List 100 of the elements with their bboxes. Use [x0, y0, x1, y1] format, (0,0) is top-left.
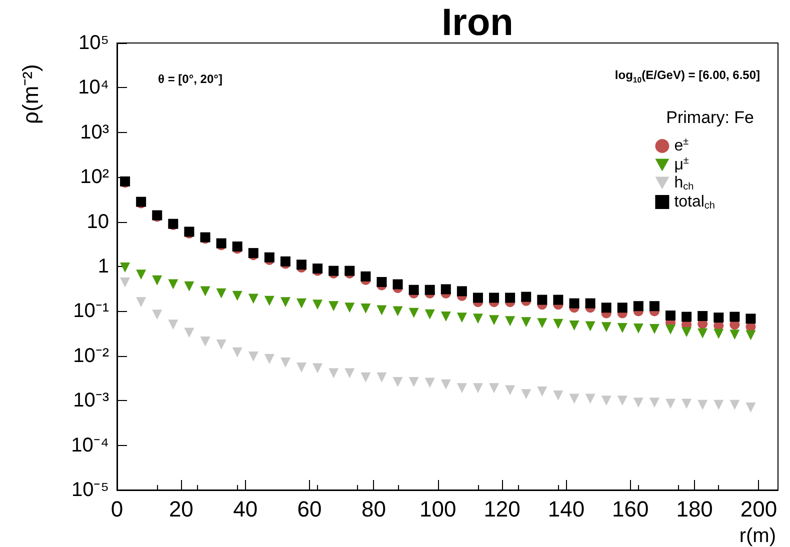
point [440, 284, 451, 294]
point [633, 324, 644, 334]
point [168, 320, 178, 330]
x-tick-label: 160 [612, 496, 649, 522]
point [569, 298, 580, 308]
point [585, 321, 596, 332]
point [489, 292, 500, 303]
point [649, 301, 660, 312]
point [312, 300, 323, 310]
point [682, 312, 692, 322]
point [280, 256, 290, 266]
point [376, 305, 387, 316]
point [521, 317, 532, 328]
point [521, 389, 532, 400]
point [601, 396, 612, 406]
point [601, 322, 612, 332]
point [200, 336, 210, 346]
point [649, 398, 660, 408]
point [472, 314, 483, 324]
point [682, 398, 692, 409]
y-tick-label: 1 [98, 256, 109, 278]
point [698, 400, 708, 410]
point [714, 328, 724, 339]
point [264, 252, 274, 262]
point [136, 270, 146, 280]
point [424, 309, 435, 320]
point [553, 318, 564, 329]
point [617, 302, 628, 313]
point [424, 378, 435, 388]
legend-label: e± [674, 136, 690, 154]
point [456, 286, 467, 296]
y-tick-label: 10 [86, 210, 109, 233]
y-tick-label: 10³ [80, 121, 110, 144]
point [264, 354, 274, 364]
x-axis-title: r(m) [739, 525, 776, 547]
x-tick-label: 40 [233, 496, 258, 522]
x-tick-label: 180 [676, 496, 713, 522]
point [232, 347, 242, 358]
point [698, 311, 708, 322]
point [553, 294, 564, 305]
annotation: θ = [0°, 20°] [158, 72, 222, 86]
point [360, 271, 371, 282]
point [666, 310, 676, 321]
point [200, 286, 210, 296]
x-tick-label: 140 [548, 496, 585, 522]
point [408, 308, 419, 318]
annotation: log$_{10}$(E/GeV) = [6.00, 6.50] [614, 68, 760, 84]
point [152, 310, 162, 320]
point [408, 284, 419, 295]
point [682, 327, 692, 338]
y-tick-label: 10⁻¹ [73, 300, 110, 322]
point [585, 298, 596, 308]
point [569, 320, 580, 330]
point [730, 330, 740, 340]
y-tick-label: 10⁻³ [73, 390, 110, 412]
x-tick-label: 120 [484, 496, 520, 522]
point [328, 368, 339, 378]
point [537, 318, 548, 328]
point [248, 294, 258, 304]
x-tick-label: 200 [740, 496, 778, 522]
point [216, 339, 226, 350]
point [264, 296, 274, 306]
point [730, 400, 740, 410]
point [601, 302, 612, 313]
point [472, 292, 483, 303]
point [617, 396, 628, 406]
point [392, 306, 403, 316]
point [296, 362, 306, 373]
point [585, 394, 596, 404]
y-tick-label: 10⁴ [78, 76, 109, 99]
point [344, 302, 355, 313]
point [408, 377, 419, 388]
point [472, 383, 483, 394]
y-tick-label: 10⁻⁴ [71, 434, 109, 456]
point [120, 262, 130, 272]
point [392, 377, 403, 388]
point [537, 386, 548, 396]
point [136, 297, 146, 308]
point [280, 358, 290, 368]
point [746, 314, 756, 324]
point [248, 351, 258, 362]
point [456, 312, 467, 323]
point [537, 294, 548, 305]
chart-title: Iron [440, 2, 514, 45]
point [328, 301, 339, 312]
point [666, 398, 676, 409]
point [232, 290, 242, 301]
point [392, 279, 403, 290]
point [456, 383, 467, 394]
point [505, 316, 516, 326]
y-tick-label: 10⁻² [73, 344, 110, 367]
point [746, 330, 756, 340]
point [376, 277, 387, 287]
point [553, 390, 564, 401]
point [184, 281, 194, 292]
point [440, 379, 451, 390]
point [344, 266, 355, 276]
y-axis-title: ρ(m⁻²) [17, 64, 44, 124]
x-tick-label: 20 [168, 496, 194, 522]
point [376, 372, 387, 382]
